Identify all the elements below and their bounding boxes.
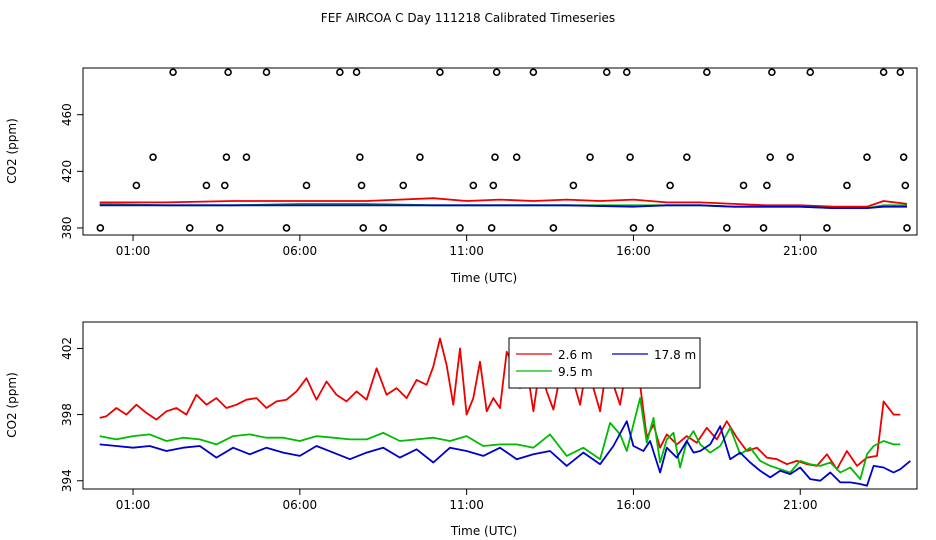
data-point <box>899 153 908 161</box>
data-point <box>359 224 368 232</box>
y-tick-label: 460 <box>60 103 74 126</box>
series-line-2 <box>99 420 911 487</box>
data-point <box>683 153 691 161</box>
x-tick-label: 06:00 <box>283 498 318 512</box>
y-tick-label: 380 <box>60 216 74 239</box>
series-line-0 <box>99 197 908 208</box>
data-point <box>149 153 157 161</box>
y-tick-label: 420 <box>60 160 74 183</box>
data-point <box>379 224 388 232</box>
data-point <box>903 224 911 232</box>
data-point <box>469 181 478 190</box>
data-point <box>416 153 424 161</box>
data-point <box>215 224 224 232</box>
data-point <box>302 181 311 190</box>
data-point <box>569 181 578 190</box>
y-axis-label: CO2 (ppm) <box>5 118 19 184</box>
data-point <box>487 224 496 232</box>
data-point <box>202 181 211 190</box>
data-point <box>666 181 674 190</box>
legend-label-9.5m: 9.5 m <box>558 365 593 379</box>
data-point <box>739 181 748 190</box>
data-point <box>489 181 498 190</box>
plot-frame <box>82 321 918 490</box>
y-axis-label: CO2 (ppm) <box>5 372 19 438</box>
data-point <box>901 181 910 190</box>
data-point <box>512 153 521 161</box>
data-point <box>896 68 905 77</box>
data-point <box>646 224 654 232</box>
data-point <box>242 153 251 161</box>
data-point <box>806 68 815 77</box>
x-tick-label: 21:00 <box>783 498 818 512</box>
x-axis-label: Time (UTC) <box>450 524 517 538</box>
data-point <box>352 68 361 77</box>
data-point <box>262 68 271 77</box>
data-point <box>786 153 795 161</box>
data-point <box>759 224 768 232</box>
data-point <box>492 68 501 77</box>
data-point <box>602 68 611 77</box>
data-point <box>586 153 594 161</box>
data-point <box>529 68 538 77</box>
data-point <box>222 153 231 161</box>
data-point <box>703 68 711 77</box>
plot-frame <box>82 67 918 236</box>
data-point <box>863 153 871 161</box>
series-line-0 <box>99 337 901 471</box>
x-tick-label: 16:00 <box>616 244 651 258</box>
data-point <box>185 224 194 232</box>
x-tick-label: 11:00 <box>449 244 484 258</box>
bottom-panel: Time (UTC) CO2 (ppm) 01:00 06:00 11:00 16:0… <box>5 321 918 538</box>
data-point <box>220 181 229 190</box>
data-point <box>491 153 499 161</box>
legend-label-17.8m: 17.8 m <box>654 348 696 362</box>
data-point <box>456 224 464 232</box>
x-axis-label: Time (UTC) <box>450 271 517 285</box>
data-point <box>132 181 141 190</box>
data-point <box>823 224 831 232</box>
y-tick-label: 394 <box>60 469 74 492</box>
x-tick-label: 06:00 <box>283 244 318 258</box>
data-point <box>356 153 364 161</box>
legend-box <box>508 337 701 389</box>
chart-title: FEF AIRCOA C Day 111218 Calibrated Times… <box>321 11 615 25</box>
legend-label-2.6m: 2.6 m <box>558 348 593 362</box>
data-point <box>436 68 444 77</box>
top-panel: Time (UTC) CO2 (ppm) 01:00 06:00 11:00 16:0… <box>5 67 918 285</box>
x-tick-label: 11:00 <box>449 498 484 512</box>
series-line-2 <box>99 204 907 210</box>
data-point <box>768 68 776 77</box>
data-point <box>169 68 177 77</box>
data-point <box>549 224 558 232</box>
data-point <box>723 224 731 232</box>
data-point <box>622 68 631 77</box>
x-tick-label: 01:00 <box>116 498 151 512</box>
series-line-1 <box>99 397 901 481</box>
data-point <box>843 181 851 190</box>
data-point <box>224 68 232 77</box>
y-tick-label: 402 <box>60 337 74 360</box>
marks-layer: 01:00 06:00 11:00 16:00 21:00 380 420 460 <box>60 68 911 258</box>
data-point <box>399 181 408 190</box>
x-tick-label: 16:00 <box>616 498 651 512</box>
data-point <box>766 153 775 161</box>
y-tick-label: 398 <box>60 403 74 426</box>
data-point <box>357 181 366 190</box>
data-point <box>629 224 638 232</box>
x-tick-label: 01:00 <box>116 244 151 258</box>
marks-layer: 01:00 06:00 11:00 16:00 21:00 394 398 402 <box>60 337 911 512</box>
legend: 2.6 m 9.5 m 17.8 m <box>508 337 701 389</box>
data-point <box>763 181 771 190</box>
data-point <box>96 224 105 232</box>
data-point <box>879 68 888 77</box>
data-point <box>336 68 344 77</box>
data-point <box>282 224 291 232</box>
data-point <box>626 153 634 161</box>
x-tick-label: 21:00 <box>783 244 818 258</box>
